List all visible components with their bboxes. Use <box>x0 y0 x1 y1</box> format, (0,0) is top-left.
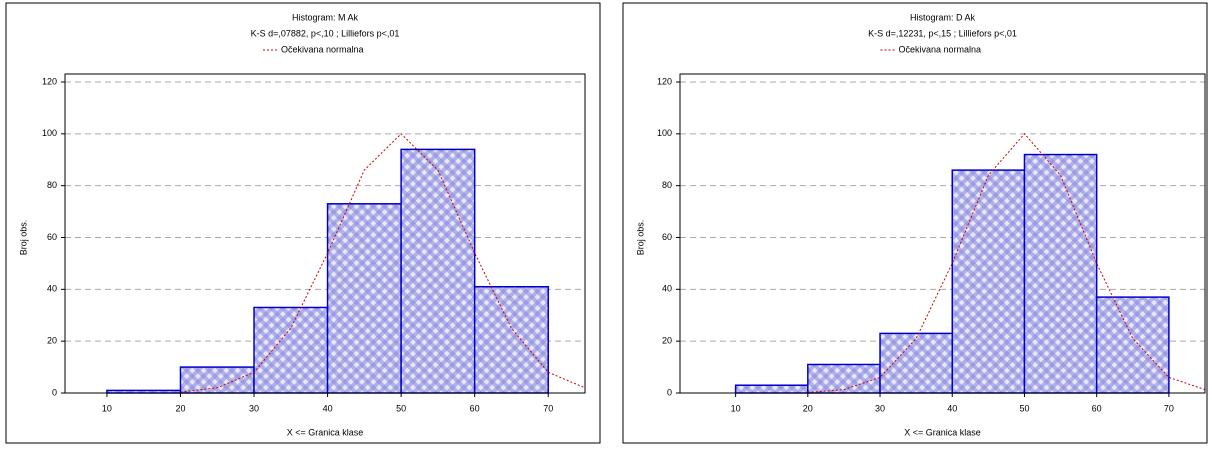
y-tick-label: 80 <box>47 180 57 190</box>
histogram-bar <box>734 384 809 394</box>
x-tick-label: 50 <box>396 403 406 413</box>
panel-frame <box>5 2 601 444</box>
legend-label: Očekivana normalna <box>281 44 364 54</box>
x-tick-label: 60 <box>1092 403 1102 413</box>
x-axis-label: X <= Granica klase <box>904 427 981 437</box>
histogram-bar <box>253 306 329 394</box>
y-tick-label: 100 <box>42 128 57 138</box>
y-tick-label: 20 <box>662 336 672 346</box>
y-axis-label: Broj obs. <box>18 220 28 256</box>
chart-title: Histogram: D Ak <box>910 12 976 22</box>
plot-frame <box>679 73 1206 394</box>
x-tick-label: 20 <box>175 403 185 413</box>
y-axis-label: Broj obs. <box>635 220 645 256</box>
x-tick-label: 70 <box>543 403 553 413</box>
y-tick-label: 60 <box>47 232 57 242</box>
x-tick-label: 10 <box>102 403 112 413</box>
histogram-bar <box>1095 296 1170 394</box>
histogram-bar <box>879 332 953 394</box>
histogram-bar <box>179 366 255 394</box>
x-tick-label: 50 <box>1019 403 1029 413</box>
x-tick-label: 40 <box>323 403 333 413</box>
y-tick-label: 0 <box>52 387 57 397</box>
y-tick-label: 0 <box>667 387 672 397</box>
x-tick-label: 60 <box>470 403 480 413</box>
y-tick-label: 40 <box>47 284 57 294</box>
normal-curve <box>180 133 586 393</box>
plot-frame <box>64 73 586 394</box>
x-tick-label: 70 <box>1164 403 1174 413</box>
x-tick-label: 30 <box>249 403 259 413</box>
x-tick-label: 20 <box>803 403 813 413</box>
normal-curve <box>807 133 1206 393</box>
chart-subtitle: K-S d=,12231, p<,15 ; Lilliefors p<,01 <box>868 28 1017 38</box>
histogram-bar <box>807 363 881 394</box>
x-tick-label: 10 <box>731 403 741 413</box>
x-tick-label: 40 <box>947 403 957 413</box>
chart-title: Histogram: M Ak <box>292 12 359 22</box>
x-axis-label: X <= Granica klase <box>287 427 364 437</box>
histogram-bar <box>951 169 1026 394</box>
y-tick-label: 100 <box>657 128 672 138</box>
y-tick-label: 120 <box>657 76 672 86</box>
histogram-bar <box>1023 153 1098 394</box>
y-tick-label: 120 <box>42 76 57 86</box>
y-tick-label: 60 <box>662 232 672 242</box>
y-tick-label: 20 <box>47 336 57 346</box>
histogram-bar <box>400 148 476 394</box>
histogram-bar <box>473 285 549 394</box>
panel-frame <box>622 2 1208 444</box>
legend-label: Očekivana normalna <box>899 44 982 54</box>
y-tick-label: 80 <box>662 180 672 190</box>
chart-subtitle: K-S d=,07882, p<,10 ; Lilliefors p<,01 <box>251 28 400 38</box>
y-tick-label: 40 <box>662 284 672 294</box>
x-tick-label: 30 <box>875 403 885 413</box>
histogram-bar <box>326 203 402 394</box>
